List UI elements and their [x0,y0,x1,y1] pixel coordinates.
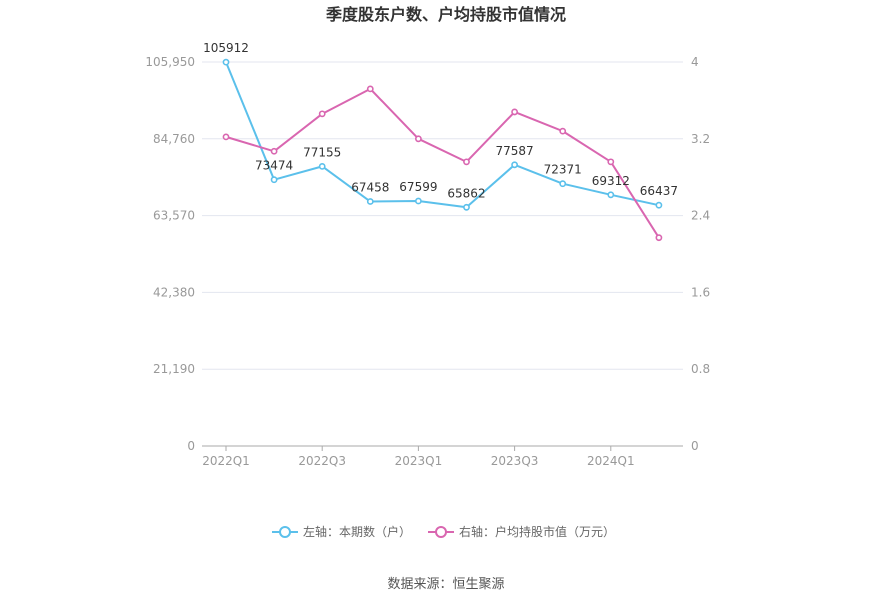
right-tick-label: 1.6 [691,285,710,299]
right-tick-label: 0.8 [691,362,710,376]
data-label: 105912 [203,41,249,55]
data-point [463,158,470,166]
legend-item-holders[interactable]: 左轴：本期数（户） [272,524,411,539]
data-point [463,203,470,211]
x-tick-label: 2023Q1 [395,454,443,468]
left-tick-label: 42,380 [153,285,195,299]
data-point [366,198,374,205]
legend[interactable]: 左轴：本期数（户） 右轴：户均持股市值（万元） [272,524,615,539]
data-label: 67599 [399,180,437,194]
data-label: 69312 [592,174,630,188]
data-point [366,85,374,93]
grid [202,61,683,370]
series-line-avg-value [225,87,660,239]
left-tick-label: 63,570 [153,209,195,223]
chart-title: 季度股东户数、户均持股市值情况 [325,5,566,24]
legend-label: 右轴：户均持股市值（万元） [459,524,615,539]
source-note: 数据来源：恒生聚源 [387,577,504,592]
legend-marker [435,526,447,538]
data-point [511,161,518,169]
data-label: 77155 [303,145,341,159]
data-point [607,158,615,166]
axes: 0 21,190 42,380 63,570 84,760 105,950 0 0.8 1.6 2… [145,55,710,468]
data-point [414,135,422,143]
data-label: 65862 [447,186,485,200]
x-tick-label: 2022Q1 [202,454,250,468]
left-tick-label: 21,190 [153,362,195,376]
x-tick-label: 2024Q1 [587,454,635,468]
series-line-holders [225,61,660,209]
data-point [222,58,230,66]
data-point [318,162,326,170]
series-layer [222,58,663,242]
left-tick-label: 84,760 [153,132,195,146]
data-point [655,201,663,209]
data-point [607,191,615,199]
data-point [414,197,422,205]
data-label: 73474 [255,159,293,173]
data-point [270,147,278,155]
legend-label: 左轴：本期数（户） [303,524,411,539]
left-tick-label: 105,950 [145,55,195,69]
data-point [511,108,518,116]
data-label: 77587 [496,144,534,158]
data-label: 67458 [351,181,389,195]
legend-item-avg-value[interactable]: 右轴：户均持股市值（万元） [428,524,615,539]
right-tick-label: 2.4 [691,209,710,223]
data-point [559,127,567,135]
data-point [559,180,567,188]
right-tick-label: 4 [691,55,699,69]
legend-marker [279,526,291,538]
x-tick-label: 2022Q3 [298,454,346,468]
data-label: 72371 [544,163,582,177]
data-point [318,110,326,118]
left-tick-label: 0 [187,439,195,453]
data-point [655,234,663,242]
right-tick-label: 3.2 [691,132,710,146]
x-tick-label: 2023Q3 [491,454,539,468]
data-point [270,176,278,184]
right-tick-label: 0 [691,439,699,453]
data-point [222,133,230,141]
data-label: 66437 [640,184,678,198]
data-labels: 105912 73474 77155 67458 67599 65862 77587 7237… [203,41,678,200]
